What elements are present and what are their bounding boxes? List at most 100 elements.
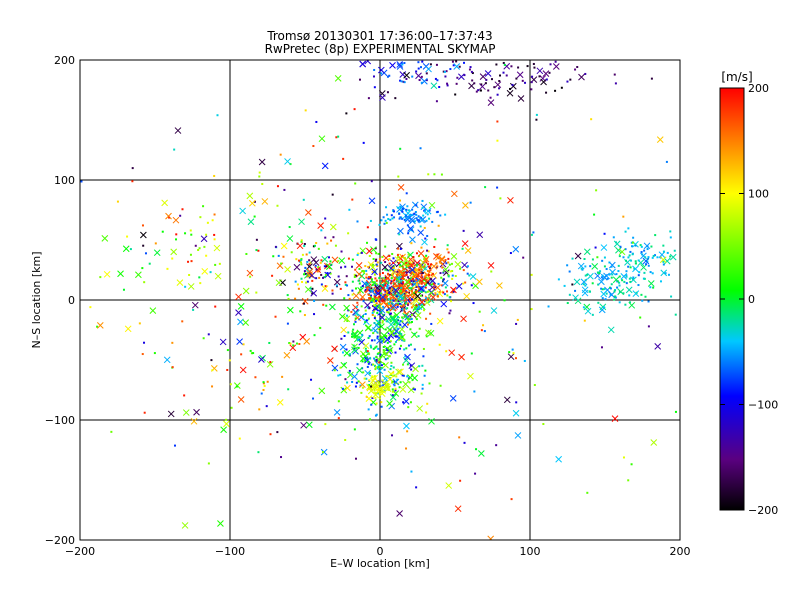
echo-dot: [354, 287, 357, 290]
echo-dot: [384, 219, 387, 222]
echo-dot: [372, 310, 375, 313]
echo-dot: [393, 343, 396, 346]
echo-dot: [370, 180, 373, 183]
echo-cross: [312, 259, 320, 266]
echo-dot: [337, 259, 340, 262]
echo-dot: [341, 387, 344, 390]
x-axis-ticks: −200 −100 0 100 200: [65, 60, 691, 558]
echo-cross: [423, 271, 431, 279]
echo-dot: [651, 272, 654, 275]
echo-dot: [417, 335, 420, 338]
echo-cross: [598, 278, 605, 286]
echo-cross: [275, 279, 283, 287]
echo-cross: [304, 286, 312, 293]
echo-dot: [369, 372, 372, 375]
echo-dot: [366, 241, 369, 244]
echo-dot: [386, 295, 389, 298]
echo-dot: [521, 79, 524, 82]
echo-cross: [409, 236, 416, 243]
echo-dot: [417, 61, 420, 64]
echo-dot: [568, 270, 571, 273]
echo-dot: [394, 332, 397, 335]
echo-dot: [566, 302, 569, 305]
echo-dot: [400, 291, 403, 294]
echo-cross: [310, 256, 318, 263]
echo-dot: [421, 383, 424, 386]
echo-cross: [124, 325, 132, 333]
echo-cross: [382, 254, 390, 262]
echo-dot: [390, 361, 393, 364]
echo-dot: [368, 383, 371, 386]
echo-dot: [420, 274, 423, 277]
echo-dot: [300, 277, 303, 280]
echo-dot: [410, 290, 413, 293]
y-axis-label: N–S location [km]: [30, 251, 43, 348]
echo-dot: [373, 86, 376, 89]
echo-dot: [389, 296, 392, 299]
echo-dot: [419, 225, 422, 228]
echo-dot: [318, 268, 321, 271]
echo-dot: [345, 348, 348, 351]
echo-cross: [370, 246, 377, 253]
echo-dot: [582, 283, 585, 286]
echo-dot: [377, 380, 380, 383]
echo-dot: [490, 270, 493, 273]
echo-dot: [404, 355, 407, 358]
echo-cross: [351, 343, 358, 351]
echo-dot: [354, 317, 357, 320]
echo-cross: [577, 262, 585, 270]
echo-dot: [209, 271, 212, 274]
echo-dot: [292, 340, 295, 343]
echo-dot: [509, 252, 512, 255]
echo-dot: [407, 209, 410, 212]
echo-cross: [191, 301, 199, 309]
colorbar-tick-label: 100: [748, 188, 769, 201]
echo-dot: [272, 255, 275, 258]
echo-dot: [412, 280, 415, 283]
echo-cross: [600, 244, 608, 251]
echo-dot: [368, 353, 371, 356]
echo-dot: [314, 264, 317, 267]
echo-dot: [627, 265, 630, 268]
echo-dot: [254, 376, 257, 379]
echo-dot: [319, 261, 322, 264]
echo-cross: [514, 432, 522, 439]
echo-dot: [317, 266, 320, 269]
echo-dot: [362, 315, 365, 318]
echo-dot: [381, 379, 384, 382]
echo-dot: [514, 357, 517, 360]
echo-dot: [388, 313, 391, 316]
echo-cross: [306, 268, 314, 276]
echo-dot: [376, 320, 379, 323]
echo-dot: [420, 268, 423, 271]
echo-dot: [390, 372, 393, 375]
echo-dot: [409, 401, 412, 404]
echo-dot: [365, 395, 368, 398]
echo-dot: [391, 380, 394, 383]
echo-dot: [258, 175, 261, 178]
echo-dot: [370, 288, 373, 291]
echo-cross: [304, 209, 312, 216]
echo-dot: [372, 363, 375, 366]
echo-dot: [198, 247, 201, 250]
echo-dot: [410, 298, 413, 301]
echo-cross: [468, 82, 475, 90]
echo-dot: [397, 302, 400, 305]
echo-cross: [428, 417, 435, 425]
echo-dot: [399, 199, 402, 202]
echo-dot: [420, 75, 423, 78]
echo-dot: [406, 375, 409, 378]
echo-dot: [633, 267, 636, 270]
echo-dot: [624, 230, 627, 233]
echo-dot: [406, 263, 409, 266]
echo-dot: [362, 300, 365, 303]
echo-dot: [369, 276, 372, 279]
echo-dot: [148, 262, 151, 265]
echo-dot: [375, 345, 378, 348]
y-tick-label: 100: [54, 174, 75, 187]
echo-dot: [503, 299, 506, 302]
echo-dot: [447, 251, 450, 254]
echo-dot: [466, 272, 469, 275]
echo-dot: [238, 437, 241, 440]
echo-cross: [469, 273, 477, 280]
